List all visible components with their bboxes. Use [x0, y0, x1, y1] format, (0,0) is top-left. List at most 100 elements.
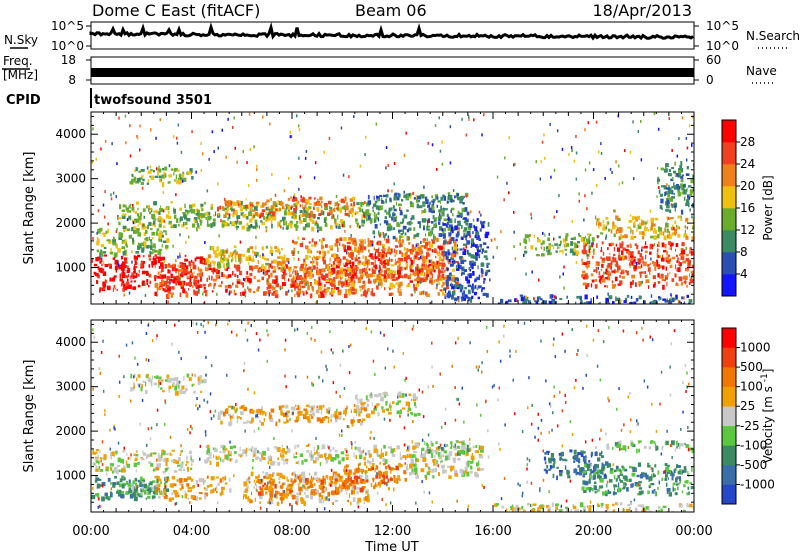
- data-cell: [486, 258, 489, 260]
- data-cell: [661, 168, 665, 171]
- data-cell: [334, 221, 336, 224]
- data-cell: [271, 220, 273, 224]
- data-cell: [513, 163, 515, 166]
- data-cell: [685, 225, 687, 228]
- data-cell: [504, 156, 506, 159]
- data-cell: [666, 282, 667, 286]
- data-cell: [374, 212, 376, 217]
- data-cell: [316, 450, 318, 455]
- data-cell: [168, 211, 170, 214]
- data-cell: [158, 233, 161, 236]
- data-cell: [119, 204, 121, 209]
- data-cell: [374, 236, 375, 239]
- data-cell: [110, 193, 112, 196]
- data-cell: [146, 498, 147, 500]
- data-cell: [473, 219, 475, 222]
- data-cell: [123, 204, 124, 207]
- data-cell: [159, 458, 163, 460]
- data-cell: [282, 258, 286, 260]
- data-cell: [684, 197, 686, 200]
- data-cell: [316, 256, 319, 258]
- data-cell: [240, 447, 241, 452]
- data-cell: [275, 275, 278, 278]
- data-cell: [574, 160, 576, 163]
- data-cell: [629, 220, 633, 223]
- data-cell: [171, 168, 173, 170]
- data-cell: [347, 242, 351, 244]
- data-cell: [255, 483, 256, 486]
- data-cell: [299, 281, 303, 284]
- data-cell: [346, 464, 349, 467]
- data-cell: [293, 199, 294, 202]
- data-cell: [110, 463, 114, 466]
- data-cell: [259, 420, 261, 423]
- data-cell: [529, 234, 531, 237]
- data-cell: [441, 259, 444, 262]
- data-cell: [343, 256, 346, 259]
- data-cell: [240, 455, 242, 457]
- data-cell: [606, 217, 609, 220]
- data-cell: [350, 238, 353, 242]
- data-cell: [179, 253, 181, 256]
- data-cell: [317, 217, 320, 220]
- data-cell: [656, 260, 658, 262]
- data-cell: [666, 267, 667, 271]
- data-cell: [325, 293, 327, 295]
- data-cell: [191, 463, 192, 466]
- data-cell: [312, 238, 314, 242]
- nsearch-label: N.Search: [746, 29, 800, 43]
- data-cell: [216, 491, 218, 493]
- data-cell: [259, 226, 260, 229]
- data-cell: [661, 185, 665, 187]
- data-cell: [139, 125, 141, 128]
- data-cell: [272, 279, 274, 283]
- data-cell: [447, 268, 449, 271]
- data-cell: [607, 247, 609, 250]
- data-cell: [313, 207, 315, 210]
- data-cell: [295, 474, 296, 478]
- data-cell: [275, 422, 277, 427]
- data-cell: [398, 240, 401, 244]
- data-cell: [384, 287, 385, 290]
- data-cell: [265, 263, 269, 266]
- data-cell: [257, 225, 259, 228]
- data-cell: [387, 189, 389, 192]
- data-cell: [534, 235, 535, 238]
- data-cell: [97, 454, 99, 457]
- data-cell: [682, 116, 684, 119]
- data-cell: [170, 270, 171, 274]
- data-cell: [656, 195, 657, 198]
- data-cell: [162, 493, 164, 497]
- data-cell: [439, 233, 443, 237]
- data-cell: [350, 234, 352, 237]
- data-cell: [200, 204, 203, 207]
- data-cell: [394, 182, 396, 185]
- data-cell: [638, 266, 641, 269]
- data-cell: [339, 224, 341, 227]
- data-cell: [132, 238, 134, 242]
- data-cell: [237, 275, 239, 278]
- data-cell: [310, 494, 313, 499]
- data-cell: [310, 211, 313, 214]
- data-cell: [166, 453, 169, 455]
- data-cell: [617, 266, 620, 271]
- data-cell: [627, 245, 629, 248]
- data-cell: [592, 256, 594, 259]
- data-cell: [395, 245, 398, 248]
- data-cell: [659, 190, 661, 194]
- data-cell: [92, 450, 94, 454]
- data-cell: [612, 226, 615, 230]
- data-cell: [136, 273, 138, 278]
- data-cell: [497, 176, 499, 179]
- data-cell: [119, 232, 122, 237]
- data-cell: [630, 151, 632, 154]
- data-cell: [223, 274, 226, 277]
- data-cell: [544, 247, 546, 251]
- data-cell: [303, 501, 306, 506]
- data-cell: [666, 205, 670, 209]
- data-cell: [483, 281, 485, 284]
- data-cell: [396, 282, 400, 285]
- data-cell: [424, 245, 427, 248]
- data-cell: [153, 491, 156, 494]
- data-cell: [96, 478, 99, 481]
